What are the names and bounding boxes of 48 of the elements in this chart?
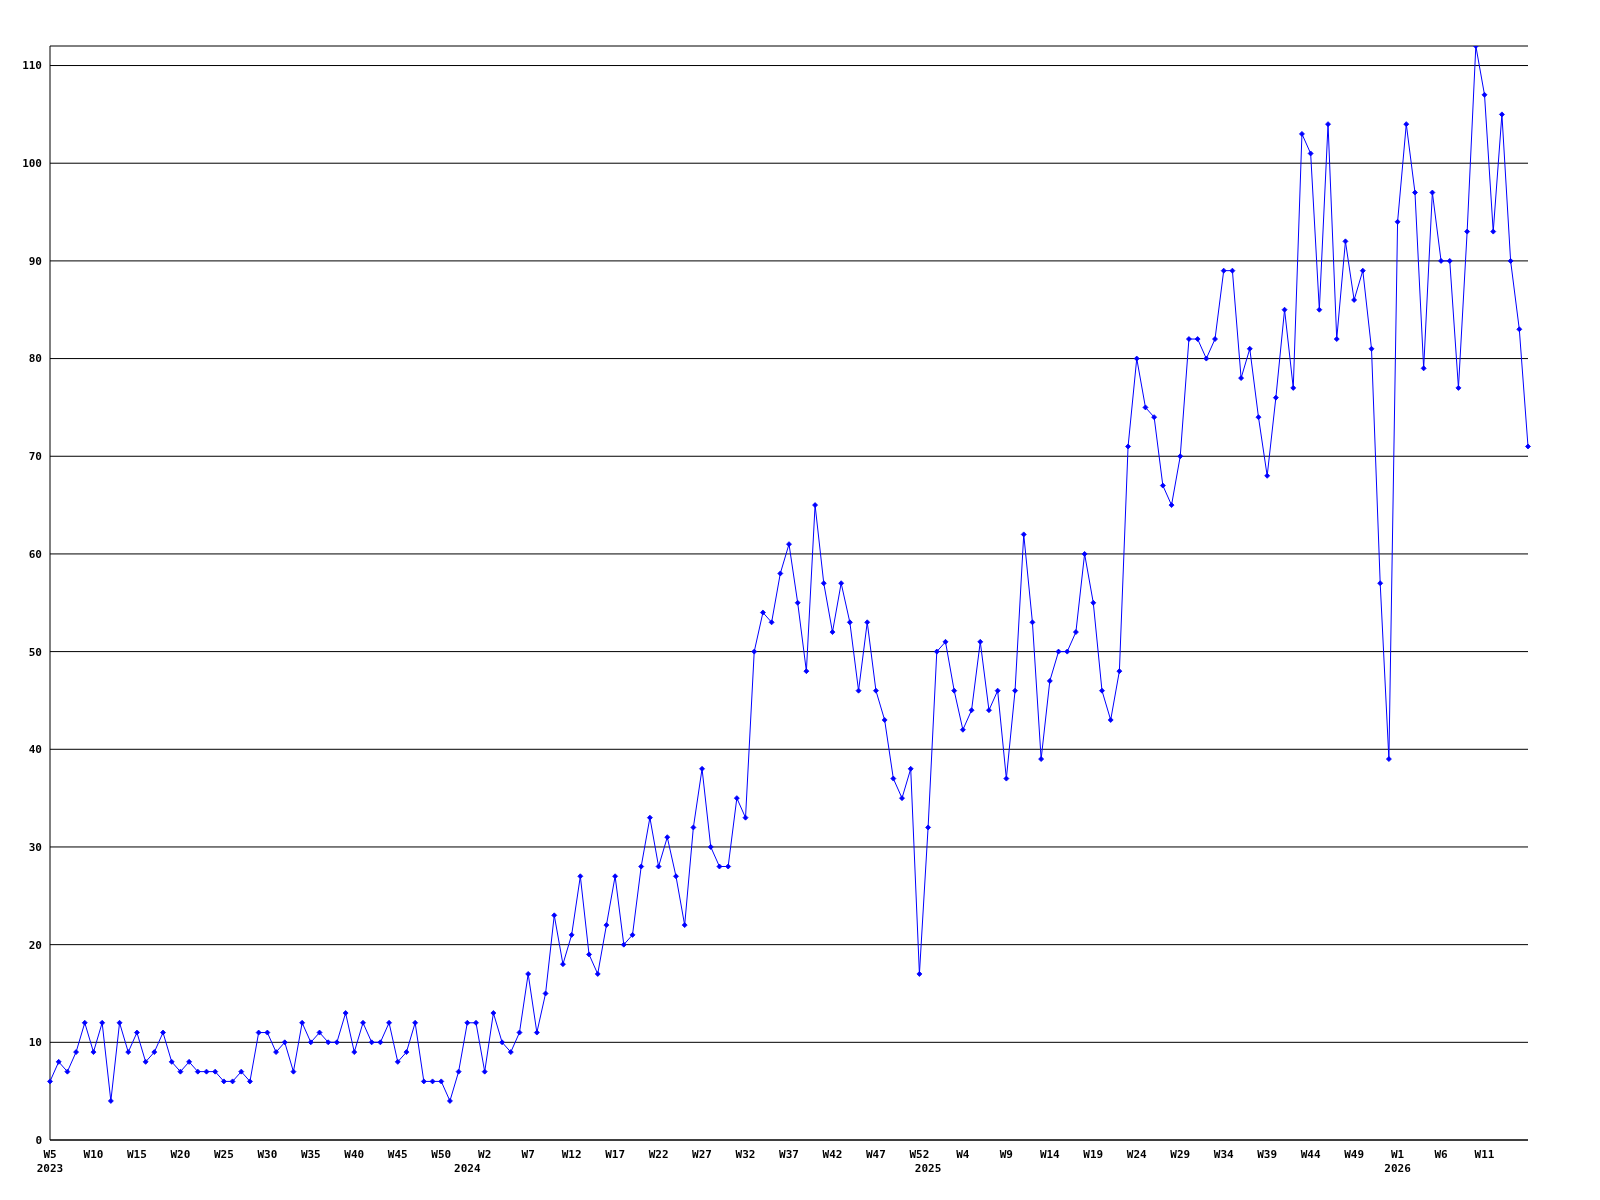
x-tick-label: W1 2026 — [1384, 1148, 1412, 1175]
x-tick-label: W39 — [1257, 1148, 1278, 1161]
y-tick-label: 40 — [28, 743, 42, 757]
x-tick-label: W45 — [387, 1148, 408, 1161]
y-tick-label: 10 — [28, 1036, 42, 1050]
x-tick-label: W14 — [1039, 1148, 1061, 1161]
x-tick-label: W25 — [213, 1148, 234, 1161]
y-tick-label: 0 — [35, 1133, 42, 1147]
y-tick-label: 50 — [28, 645, 42, 659]
x-tick-label: W12 — [561, 1148, 582, 1161]
x-tick-label: W34 — [1213, 1148, 1235, 1161]
y-tick-label: 90 — [28, 254, 42, 268]
x-tick-label: W6 — [1434, 1148, 1449, 1161]
y-tick-label: 80 — [28, 352, 42, 366]
y-tick-label: 20 — [28, 938, 42, 952]
x-tick-label: W44 — [1300, 1148, 1321, 1161]
y-tick-label: 110 — [22, 59, 42, 73]
x-tick-label: W7 — [521, 1148, 535, 1161]
x-tick-label: W49 — [1344, 1148, 1365, 1161]
x-tick-label: W30 — [257, 1148, 278, 1161]
x-tick-label: W37 — [779, 1148, 799, 1161]
x-tick-label: W35 — [300, 1148, 321, 1161]
x-tick-label: W32 — [735, 1148, 756, 1161]
x-tick-label: W20 — [170, 1148, 191, 1161]
x-tick-label: 2024 — [454, 1162, 481, 1175]
x-tick-label: W29 — [1170, 1148, 1191, 1161]
x-tick-label: W50 — [431, 1148, 452, 1161]
x-tick-label: W19 — [1083, 1148, 1104, 1161]
y-tick-label: 60 — [28, 547, 42, 561]
x-tick-label: W10 — [83, 1148, 104, 1161]
x-tick-label: W15 — [127, 1148, 147, 1161]
x-tick-label: W27 — [692, 1148, 712, 1161]
x-tick-label: W47 — [866, 1148, 886, 1161]
x-tick-label: W4 — [956, 1148, 970, 1161]
x-tick-label: W11 — [1474, 1148, 1495, 1161]
x-tick-label: W2 — [478, 1148, 492, 1161]
x-tick-label: W9 — [999, 1148, 1013, 1161]
y-tick-label: 30 — [28, 840, 42, 854]
x-tick-label: W52 — [909, 1148, 930, 1161]
x-tick-label: W40 — [344, 1148, 365, 1161]
x-tick-label: W24 — [1126, 1148, 1148, 1161]
x-tick-label: 2025 — [914, 1162, 942, 1175]
x-tick-label: W42 — [822, 1148, 843, 1161]
x-tick-label: W17 — [605, 1148, 626, 1161]
x-tick-label: W22 — [648, 1148, 669, 1161]
y-tick-label: 70 — [28, 450, 42, 464]
x-tick-label: W5 2023 — [36, 1148, 64, 1175]
y-tick-label: 100 — [22, 157, 42, 171]
